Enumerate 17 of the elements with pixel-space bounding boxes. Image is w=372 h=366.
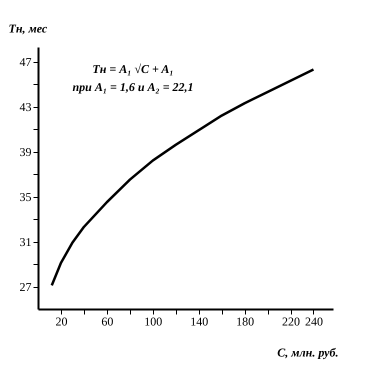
x-tick-label: 180 [236, 314, 254, 328]
annotation: Tн = A₁ √C + A₁ [92, 62, 174, 76]
annotation: при A₁ = 1,6 и A₂ = 22,1 [72, 80, 194, 94]
x-tick-label: 240 [304, 314, 323, 328]
y-tick-label: 39 [20, 145, 32, 160]
x-tick-label: 100 [144, 314, 162, 328]
y-tick-label: 35 [20, 190, 32, 204]
x-axis-title: C, млн. руб. [277, 346, 338, 360]
y-tick-label: 27 [20, 280, 32, 294]
x-tick-label: 20 [55, 314, 68, 328]
y-tick-label: 43 [20, 100, 32, 114]
x-tick-label: 140 [190, 314, 208, 328]
x-tick-label: 220 [282, 314, 300, 328]
x-tick-label: 60 [101, 314, 114, 328]
y-tick-label: 47 [20, 55, 32, 70]
y-tick-label: 31 [20, 235, 32, 250]
y-axis-title: Tн, мес [8, 22, 48, 36]
